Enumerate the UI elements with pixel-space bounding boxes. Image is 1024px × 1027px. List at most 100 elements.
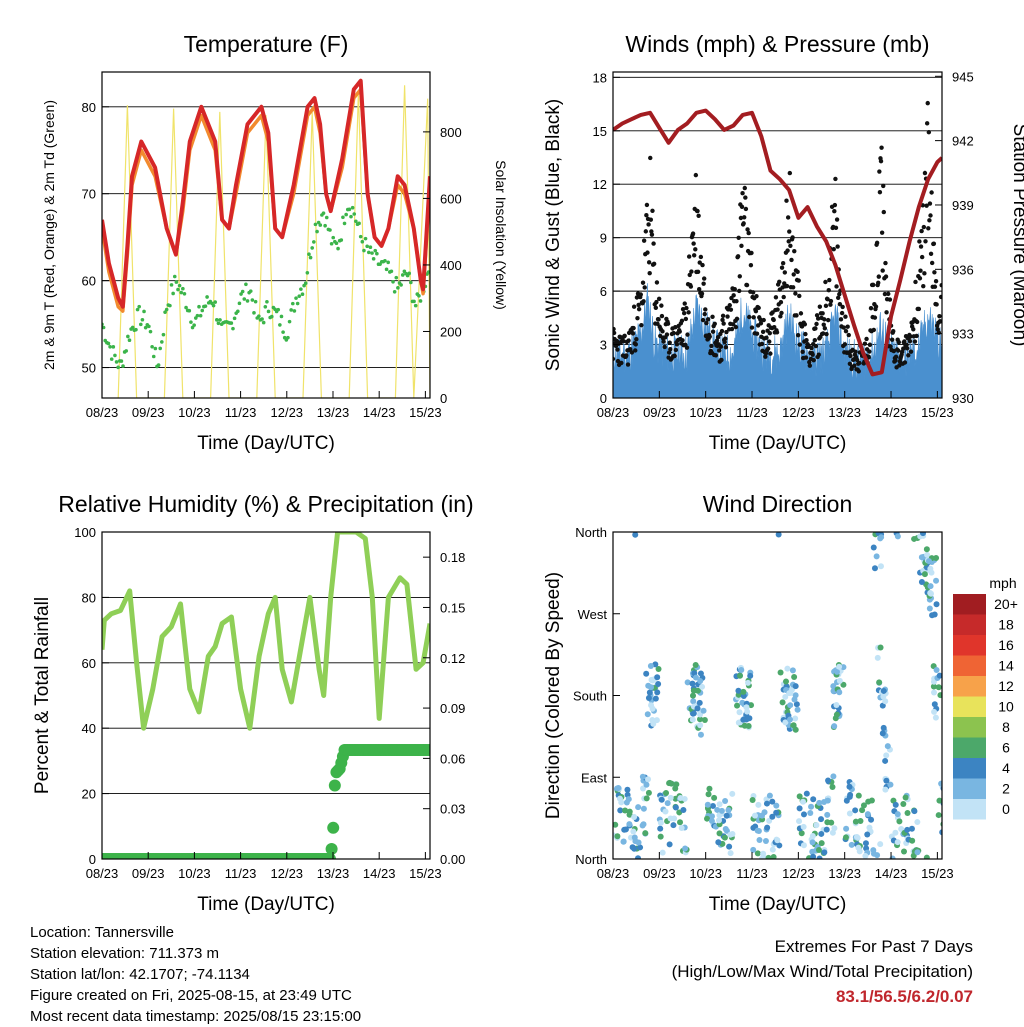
gust-point <box>631 325 636 331</box>
direction-point <box>939 829 942 836</box>
direction-point <box>928 569 935 576</box>
direction-point <box>706 785 713 792</box>
direction-point <box>747 672 754 679</box>
gust-point <box>649 229 654 234</box>
gust-point <box>784 198 789 203</box>
y-tick-label: West <box>578 607 608 622</box>
direction-point <box>887 781 894 788</box>
gust-point <box>933 278 939 284</box>
gust-point <box>699 291 705 296</box>
precip-point <box>325 842 338 855</box>
direction-point <box>751 812 758 819</box>
direction-point <box>792 683 799 690</box>
gust-point <box>688 284 694 289</box>
dewpoint-point <box>365 244 369 249</box>
gust-point <box>797 342 803 347</box>
direction-point <box>617 807 624 814</box>
direction-point <box>690 698 697 705</box>
direction-point <box>635 855 642 859</box>
gust-point <box>689 269 694 274</box>
gust-point <box>846 332 851 338</box>
gust-point <box>877 169 882 174</box>
direction-point <box>645 789 652 796</box>
x-tick-label: 14/23 <box>363 866 396 881</box>
gust-point <box>717 348 722 353</box>
direction-point <box>879 702 886 709</box>
y2-tick-label: 0.15 <box>440 600 465 615</box>
gust-point <box>823 279 828 285</box>
y-tick-label: 12 <box>593 177 607 192</box>
gust-point <box>659 303 664 308</box>
solar-insolation-line <box>117 85 430 398</box>
gust-point <box>926 226 931 231</box>
gust-point <box>738 215 744 221</box>
plot-frame <box>612 71 943 399</box>
gust-point <box>773 295 779 300</box>
dewpoint-point <box>315 229 319 234</box>
x-tick-label: 10/23 <box>178 405 211 420</box>
station-elevation: Station elevation: 711.373 m <box>30 945 220 962</box>
dewpoint-point <box>339 238 344 242</box>
direction-point <box>664 800 671 807</box>
dewpoint-point <box>310 246 314 250</box>
direction-point <box>864 811 871 818</box>
dewpoint-point <box>371 257 376 261</box>
dewpoint-point <box>111 345 116 349</box>
panel-humidity: 08/23 09/23 10/23 11/23 12/23 13/23 14/23 15/23… <box>32 491 474 915</box>
direction-point <box>848 841 855 848</box>
direction-point <box>927 589 934 596</box>
legend-label: 6 <box>1002 740 1010 756</box>
gust-point <box>834 284 839 289</box>
gust-point <box>817 304 823 309</box>
direction-point <box>830 683 837 690</box>
direction-point <box>658 796 665 803</box>
gust-point <box>833 225 839 231</box>
dewpoint-point <box>417 294 421 298</box>
dewpoint-point <box>373 248 378 253</box>
gust-point <box>881 209 886 215</box>
dewpoint-point <box>313 222 318 227</box>
gust-point <box>690 231 696 236</box>
direction-point <box>798 830 805 837</box>
direction-point <box>908 825 915 832</box>
gust-point <box>879 230 885 235</box>
gust-point <box>715 335 721 340</box>
direction-point <box>846 783 853 790</box>
direction-point <box>914 849 921 856</box>
direction-point <box>766 792 773 799</box>
gust-point <box>691 253 697 258</box>
gust-point <box>686 310 691 315</box>
direction-point <box>734 702 741 709</box>
direction-point <box>690 692 697 699</box>
legend-label: 12 <box>998 678 1014 694</box>
dewpoint-point <box>290 301 295 306</box>
legend-swatch <box>953 717 986 738</box>
gust-point <box>917 276 923 281</box>
dewpoint-point <box>187 308 192 313</box>
gust-point <box>747 314 752 320</box>
y2-tick-label: 400 <box>440 258 462 273</box>
pressure-line <box>613 108 942 377</box>
y2-tick-label: 0.03 <box>440 802 465 817</box>
panel-title: Temperature (F) <box>184 31 349 57</box>
direction-point <box>643 670 650 677</box>
direction-point <box>921 571 928 578</box>
gust-point <box>645 250 650 255</box>
gust-point <box>893 354 899 360</box>
y-tick-label: 9 <box>600 231 607 246</box>
direction-point <box>862 853 869 859</box>
gust-point <box>918 268 923 273</box>
dewpoint-point <box>203 304 208 308</box>
panel-title: Winds (mph) & Pressure (mb) <box>625 31 929 57</box>
dewpoint-point <box>342 221 347 226</box>
direction-point <box>935 812 942 819</box>
gust-point <box>714 338 720 343</box>
dewpoint-point <box>257 314 261 318</box>
direction-point <box>900 848 907 855</box>
direction-point <box>904 809 911 816</box>
dewpoint-point <box>184 305 188 310</box>
direction-point <box>894 533 901 540</box>
direction-point <box>714 806 721 813</box>
direction-point <box>792 715 799 722</box>
gust-point <box>631 304 637 309</box>
